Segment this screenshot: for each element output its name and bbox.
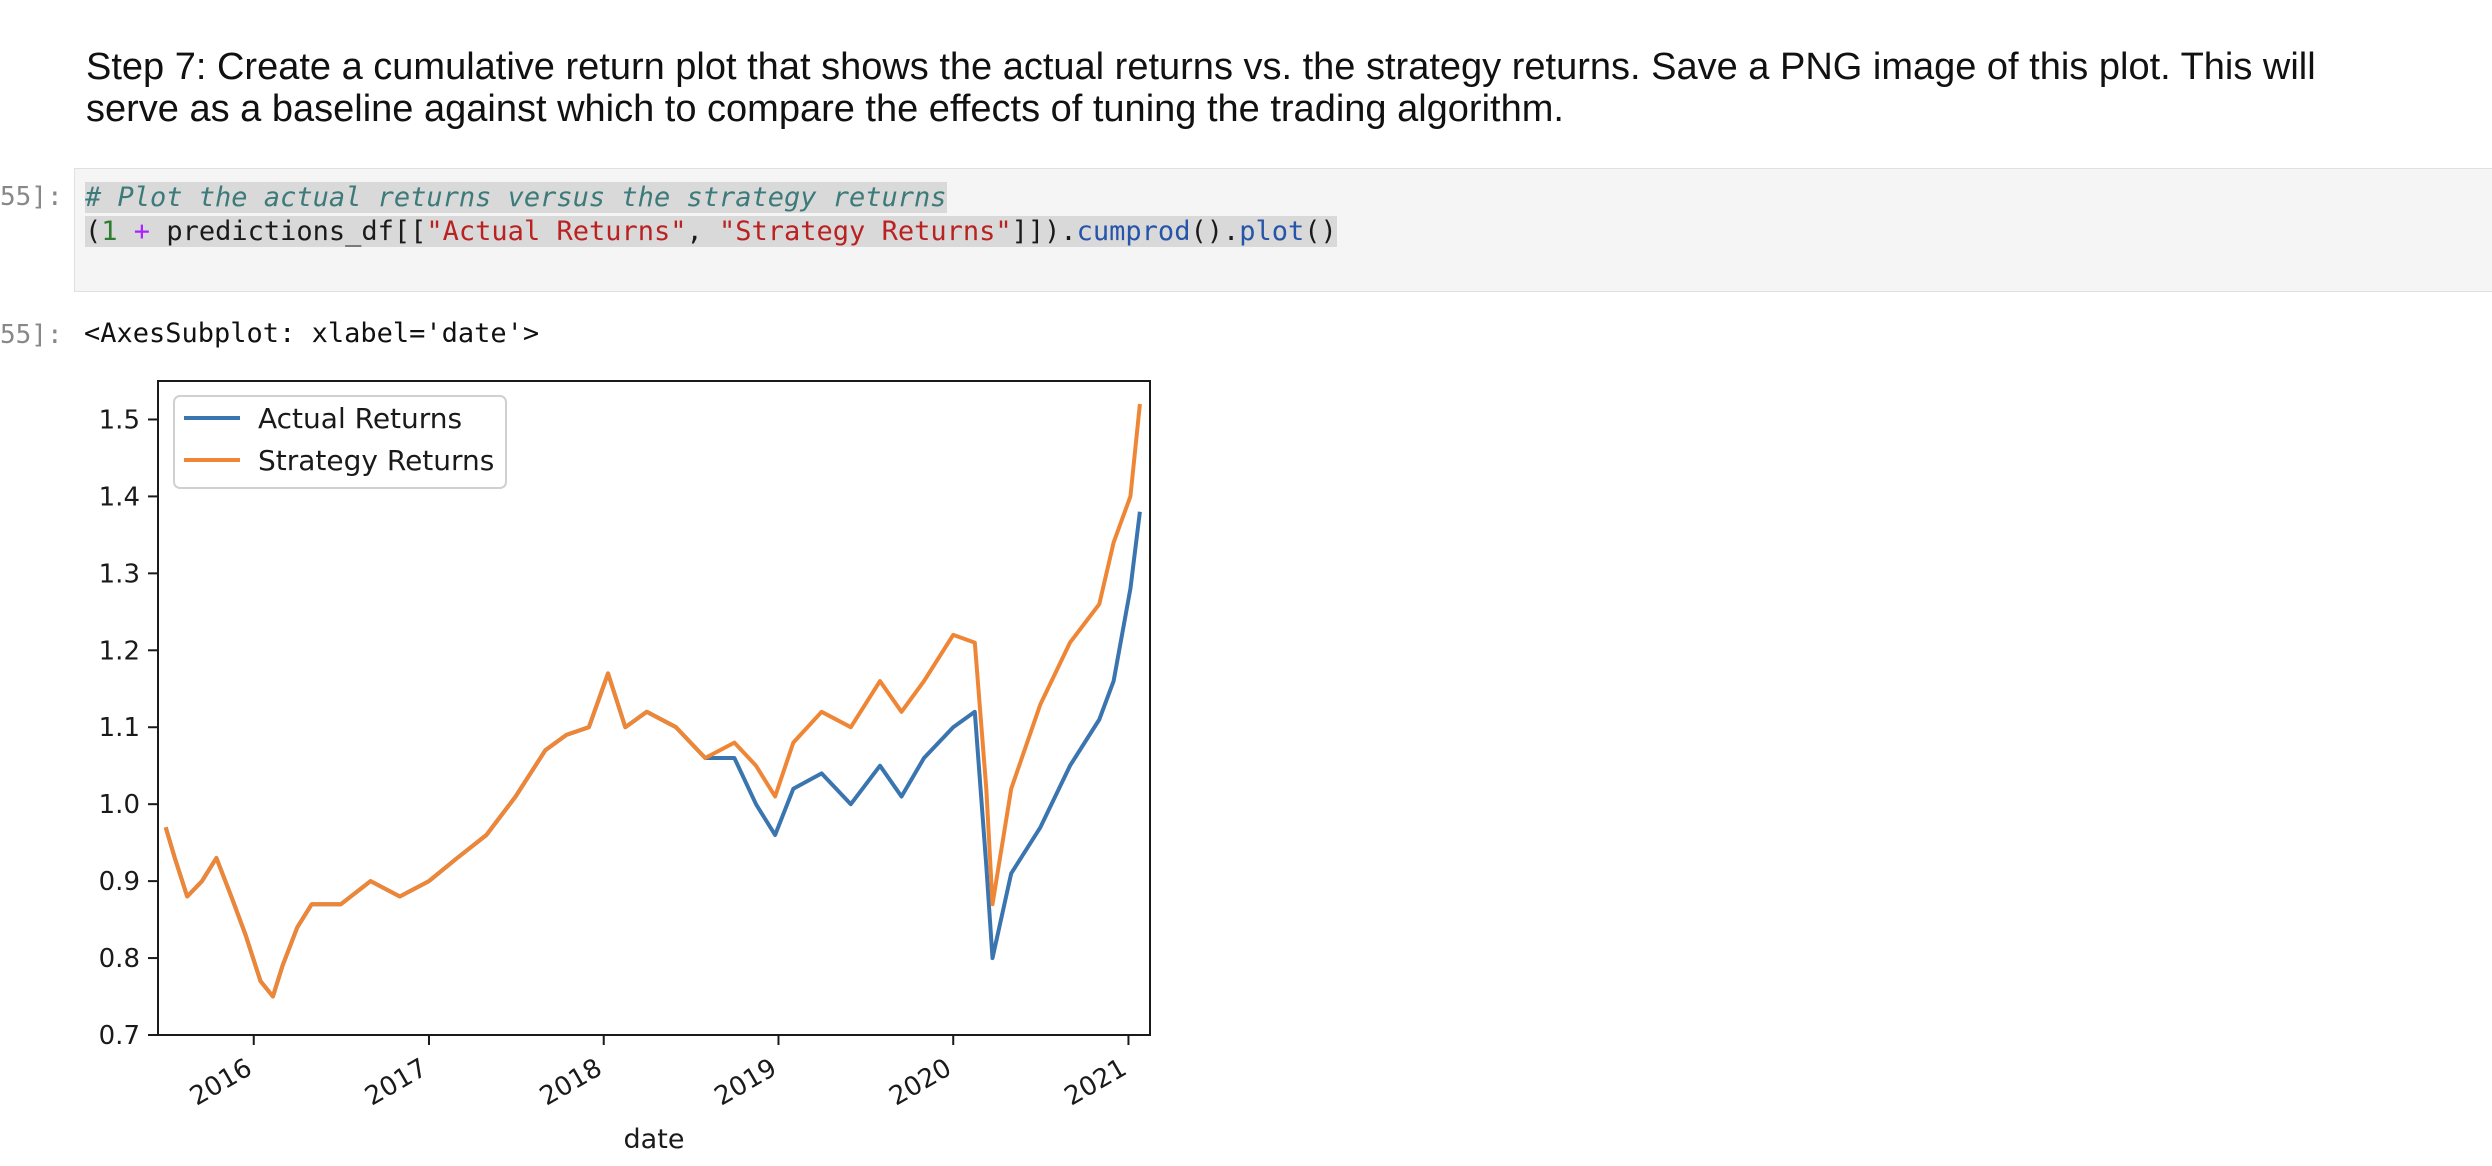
y-tick-label: 1.1 <box>99 713 140 743</box>
x-tick-label: 2020 <box>884 1053 956 1112</box>
x-tick-label: 2018 <box>535 1053 607 1112</box>
code-statement-line: (1 + predictions_df[["Actual Returns", "… <box>85 215 1337 249</box>
code-comment-line: # Plot the actual returns versus the str… <box>85 181 947 215</box>
legend: Actual Returns Strategy Returns <box>173 395 507 489</box>
plot-area <box>157 380 1151 1036</box>
y-tick-label: 1.2 <box>99 636 140 666</box>
y-axis: 0.7 0.8 0.9 1.0 1.1 1.2 1.3 1.4 1.5 <box>99 405 158 1051</box>
y-tick-label: 1.0 <box>99 790 140 820</box>
code-token: ]]). <box>1011 216 1077 247</box>
code-token: ( <box>85 216 102 247</box>
legend-label-strategy: Strategy Returns <box>258 444 494 477</box>
code-token: "Strategy Returns" <box>719 216 1012 247</box>
y-tick-label: 0.9 <box>99 867 140 897</box>
code-token: "Actual Returns" <box>426 216 687 247</box>
y-tick-label: 0.8 <box>99 944 140 974</box>
legend-label-actual: Actual Returns <box>258 402 462 435</box>
x-axis: 2016 2017 2018 2019 2020 2021 <box>185 1035 1132 1112</box>
code-token: , <box>686 216 720 247</box>
series-lines <box>163 403 1142 999</box>
x-tick-label: 2016 <box>185 1053 257 1112</box>
code-token: cumprod <box>1076 216 1191 247</box>
y-tick-label: 0.7 <box>99 1021 140 1051</box>
x-tick-label: 2019 <box>710 1053 782 1112</box>
code-token: + <box>117 216 167 247</box>
x-tick-label: 2021 <box>1060 1053 1132 1112</box>
code-token: (). <box>1190 216 1240 247</box>
code-token: predictions_df[[ <box>166 216 427 247</box>
output-repr: <AxesSubplot: xlabel='date'> <box>84 318 540 349</box>
code-token: plot <box>1239 216 1305 247</box>
y-tick-label: 1.4 <box>99 482 140 512</box>
y-tick-label: 1.5 <box>99 405 140 435</box>
code-token: 1 <box>101 216 118 247</box>
x-tick-label: 2017 <box>360 1053 432 1112</box>
code-token: () <box>1304 216 1337 247</box>
series-line-strategy-returns <box>163 403 1142 999</box>
input-prompt: 55]: <box>0 182 63 212</box>
markdown-line-2: serve as a baseline against which to com… <box>86 88 1564 130</box>
code-statement: (1 + predictions_df[["Actual Returns", "… <box>85 216 1337 247</box>
x-axis-label: date <box>624 1124 685 1155</box>
code-cell[interactable]: # Plot the actual returns versus the str… <box>74 168 2492 292</box>
code-comment: # Plot the actual returns versus the str… <box>85 182 947 213</box>
cumulative-returns-chart: 0.7 0.8 0.9 1.0 1.1 1.2 1.3 1.4 1.5 2016 2017 2018… <box>99 380 1151 1155</box>
markdown-line-1: Step 7: Create a cumulative return plot … <box>86 46 2316 88</box>
y-tick-label: 1.3 <box>99 559 140 589</box>
output-prompt: 55]: <box>0 320 63 350</box>
markdown-cell: Step 7: Create a cumulative return plot … <box>86 46 2466 130</box>
legend-box <box>173 395 507 489</box>
